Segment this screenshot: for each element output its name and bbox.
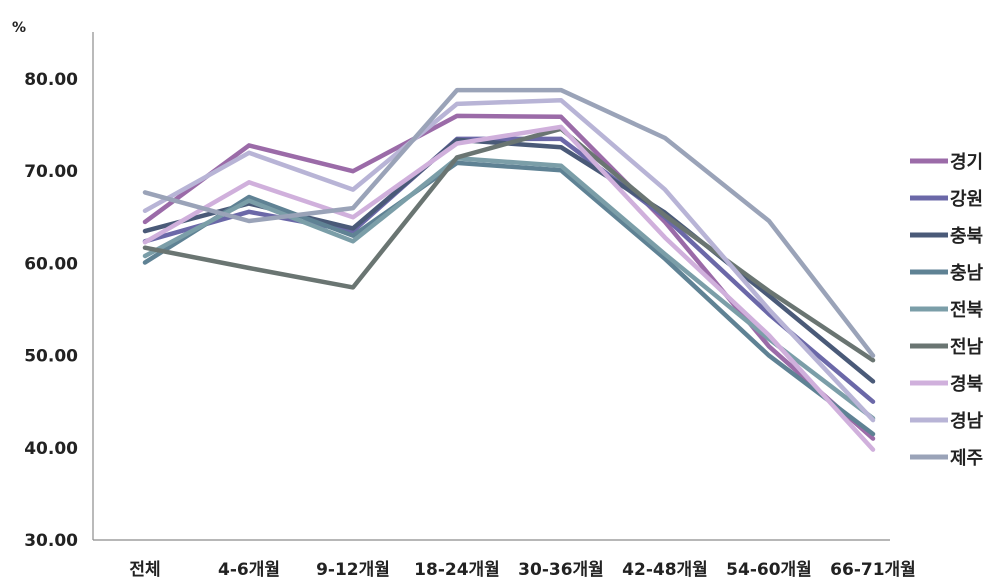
series-line-경기 xyxy=(142,113,876,441)
x-tick-label: 66-71개월 xyxy=(830,560,916,580)
y-tick-label: 70.00 xyxy=(24,162,78,182)
x-tick-label: 30-36개월 xyxy=(518,560,604,580)
legend-item: 전북 xyxy=(910,300,983,321)
legend-label: 경남 xyxy=(950,411,984,432)
legend-item: 전남 xyxy=(910,337,984,358)
legend-label: 경기 xyxy=(950,152,983,173)
legend-item: 경남 xyxy=(910,411,984,432)
y-tick-label: 60.00 xyxy=(24,254,78,274)
legend-label: 강원 xyxy=(950,189,983,210)
legend-item: 경북 xyxy=(910,374,983,395)
legend-label: 경북 xyxy=(950,374,983,395)
series-line-전북 xyxy=(142,156,876,421)
x-tick-label: 4-6개월 xyxy=(218,560,280,580)
series-line-충북 xyxy=(142,137,876,384)
legend-item: 강원 xyxy=(910,189,983,210)
y-axis-unit: % xyxy=(12,20,26,36)
series-lines xyxy=(142,87,876,452)
legend-label: 충북 xyxy=(950,226,983,247)
series-line-제주 xyxy=(142,87,876,358)
legend-label: 전남 xyxy=(950,337,984,358)
series-line-강원 xyxy=(142,136,876,404)
y-tick-label: 80.00 xyxy=(24,70,78,90)
x-tick-label: 42-48개월 xyxy=(622,560,708,580)
x-tick-label: 전체 xyxy=(129,560,160,580)
legend-item: 충북 xyxy=(910,226,983,247)
y-tick-label: 30.00 xyxy=(24,531,78,551)
legend-item: 제주 xyxy=(910,448,983,469)
x-tick-label: 9-12개월 xyxy=(316,560,390,580)
legend-label: 충남 xyxy=(950,263,984,284)
series-line-경남 xyxy=(142,97,876,423)
y-tick-label: 40.00 xyxy=(24,439,78,459)
x-tick-label: 18-24개월 xyxy=(414,560,500,580)
series-line-전남 xyxy=(142,126,876,363)
x-axis-ticks: 전체 4-6개월 9-12개월 18-24개월 30-36개월 42-48개월 54-60개… xyxy=(129,560,915,580)
legend-item: 경기 xyxy=(910,152,983,173)
series-line-경북 xyxy=(142,124,876,452)
legend-label: 전북 xyxy=(950,300,983,321)
legend-label: 제주 xyxy=(950,448,983,469)
x-tick-label: 54-60개월 xyxy=(726,560,812,580)
y-axis-ticks: 30.00 40.00 50.00 60.00 70.00 80.00 xyxy=(24,70,78,551)
series-line-충남 xyxy=(142,160,876,437)
legend-item: 충남 xyxy=(910,263,984,284)
y-tick-label: 50.00 xyxy=(24,347,78,367)
